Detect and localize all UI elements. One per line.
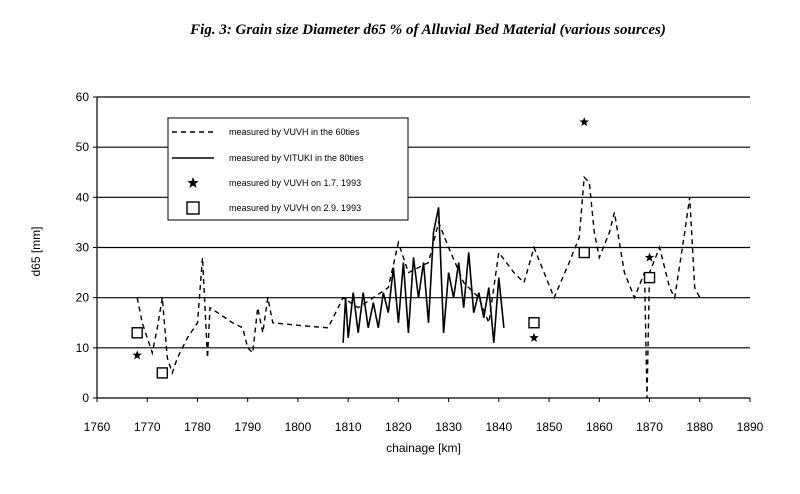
y-tick-label: 40 <box>76 190 90 204</box>
grid <box>97 96 750 349</box>
legend-swatch <box>186 201 200 215</box>
x-tick-label: 1850 <box>536 420 563 434</box>
tick-labels: 0 10 20 30 40 50 60 1760 1770 1780 1790 1800 1810 182… <box>76 90 764 434</box>
x-tick-label: 1880 <box>686 420 713 434</box>
x-axis-title: chainage [km] <box>386 441 461 455</box>
legend-label: measured by VUVH on 2.9. 1993 <box>229 203 361 213</box>
y-tick-label: 50 <box>76 140 90 154</box>
y-tick-label: 10 <box>76 341 90 355</box>
x-tick-label: 1760 <box>84 420 111 434</box>
y-axis-title: d65 [mm] <box>29 226 43 276</box>
chart-title: Fig. 3: Grain size Diameter d65 % of All… <box>190 22 666 38</box>
square-marker <box>131 327 143 339</box>
square-marker <box>528 317 540 329</box>
y-tick-label: 60 <box>76 90 90 104</box>
square-marker <box>156 367 169 379</box>
series-0 <box>136 175 701 399</box>
legend: measured by VUVH in the 60ties measured b… <box>167 117 409 221</box>
star-marker <box>644 252 655 262</box>
x-tick-label: 1830 <box>435 420 462 434</box>
legend-box <box>167 117 409 221</box>
x-tick-label: 1870 <box>636 420 663 434</box>
x-tick-label: 1810 <box>335 420 362 434</box>
legend-label: measured by VUVH on 1.7. 1993 <box>229 178 361 188</box>
x-tick-label: 1840 <box>485 420 512 434</box>
series-1 <box>342 207 505 343</box>
square-marker <box>643 271 656 284</box>
series-layer <box>131 117 701 399</box>
x-tick-label: 1860 <box>586 420 613 434</box>
y-tick-label: 20 <box>76 291 90 305</box>
x-tick-label: 1790 <box>234 420 261 434</box>
star-marker <box>579 117 589 127</box>
x-tick-label: 1770 <box>134 420 161 434</box>
y-tick-label: 0 <box>82 391 89 405</box>
x-tick-label: 1800 <box>285 420 312 434</box>
star-marker <box>529 332 539 342</box>
x-tick-label: 1890 <box>737 420 764 434</box>
series-3 <box>131 246 656 379</box>
x-tick-label: 1820 <box>385 420 412 434</box>
square-marker <box>578 246 590 259</box>
star-marker <box>132 350 142 360</box>
legend-swatch <box>187 177 199 188</box>
axes <box>93 96 751 402</box>
y-tick-label: 30 <box>76 241 90 255</box>
legend-label: measured by VITUKI in the 80ties <box>229 153 364 163</box>
series-line-0 <box>136 175 701 399</box>
legend-label: measured by VUVH in the 60ties <box>229 127 360 137</box>
series-line-1 <box>342 207 505 343</box>
x-tick-label: 1780 <box>184 420 211 434</box>
